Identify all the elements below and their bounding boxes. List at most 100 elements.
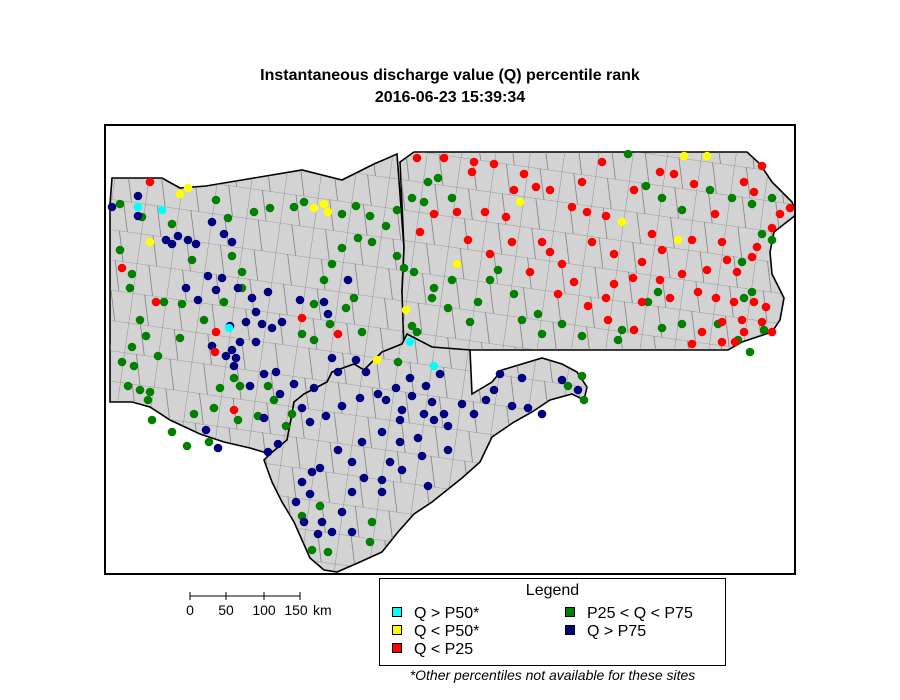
site-p25-to-p75	[233, 415, 243, 425]
site-q-below-p25	[489, 159, 499, 169]
site-q-below-p25	[732, 267, 742, 277]
site-q-above-p75	[495, 369, 505, 379]
site-p25-to-p75	[315, 501, 325, 511]
site-p25-to-p75	[392, 251, 402, 261]
site-q-below-p50	[319, 199, 329, 209]
site-q-above-p75	[377, 475, 387, 485]
site-q-below-p25	[697, 327, 707, 337]
site-q-below-p50	[372, 355, 382, 365]
site-q-below-p25	[749, 297, 759, 307]
site-q-below-p25	[229, 405, 239, 415]
site-q-below-p25	[739, 327, 749, 337]
site-q-above-p75	[305, 489, 315, 499]
site-q-above-p75	[419, 409, 429, 419]
site-q-above-p50	[133, 202, 143, 212]
site-q-above-p75	[245, 381, 255, 391]
site-p25-to-p75	[617, 325, 627, 335]
site-p25-to-p75	[319, 275, 329, 285]
site-p25-to-p75	[237, 267, 247, 277]
site-q-below-p25	[629, 185, 639, 195]
site-p25-to-p75	[705, 185, 715, 195]
site-q-above-p75	[241, 317, 251, 327]
site-q-below-p25	[637, 257, 647, 267]
site-q-above-p75	[247, 293, 257, 303]
site-q-below-p25	[525, 267, 535, 277]
site-q-above-p75	[277, 317, 287, 327]
site-p25-to-p75	[517, 315, 527, 325]
site-q-below-p25	[469, 157, 479, 167]
site-p25-to-p75	[677, 319, 687, 329]
site-q-below-p25	[717, 237, 727, 247]
site-p25-to-p75	[309, 335, 319, 345]
site-q-below-p25	[609, 279, 619, 289]
site-p25-to-p75	[349, 293, 359, 303]
site-q-above-p75	[323, 309, 333, 319]
site-q-below-p25	[693, 287, 703, 297]
site-q-below-p25	[333, 329, 343, 339]
legend-label: P25 < Q < P75	[587, 605, 693, 622]
site-p25-to-p75	[757, 229, 767, 239]
site-p25-to-p75	[115, 199, 125, 209]
site-q-below-p25	[730, 337, 740, 347]
site-q-above-p75	[355, 393, 365, 403]
site-q-above-p75	[397, 465, 407, 475]
site-q-below-p25	[601, 211, 611, 221]
legend-item-q-above-p50: Q > P50*	[392, 605, 479, 623]
map-frame	[104, 124, 796, 575]
site-p25-to-p75	[235, 381, 245, 391]
site-p25-to-p75	[427, 293, 437, 303]
site-q-above-p75	[435, 369, 445, 379]
site-p25-to-p75	[537, 329, 547, 339]
site-q-below-p25	[151, 297, 161, 307]
site-p25-to-p75	[473, 297, 483, 307]
legend-item-q-below-p50: Q < P50*	[392, 623, 479, 641]
site-q-above-p75	[319, 297, 329, 307]
site-q-above-p75	[133, 191, 143, 201]
site-p25-to-p75	[127, 342, 137, 352]
site-q-below-p25	[767, 223, 777, 233]
site-p25-to-p75	[577, 371, 587, 381]
site-p25-to-p75	[117, 357, 127, 367]
site-q-below-p25	[297, 313, 307, 323]
site-p25-to-p75	[745, 347, 755, 357]
site-q-below-p25	[761, 302, 771, 312]
site-q-below-p25	[480, 207, 490, 217]
site-q-above-p75	[297, 477, 307, 487]
site-q-above-p75	[227, 345, 237, 355]
site-q-below-p25	[117, 263, 127, 273]
site-q-below-p25	[739, 177, 749, 187]
legend-item-p25-p75: P25 < Q < P75	[565, 605, 693, 623]
site-q-below-p50	[452, 259, 462, 269]
site-p25-to-p75	[229, 373, 239, 383]
site-q-below-p25	[412, 153, 422, 163]
site-q-above-p75	[309, 383, 319, 393]
site-p25-to-p75	[167, 427, 177, 437]
site-q-below-p25	[655, 167, 665, 177]
legend-title: Legend	[525, 582, 580, 599]
site-p25-to-p75	[509, 289, 519, 299]
site-p25-to-p75	[337, 209, 347, 219]
site-q-above-p75	[359, 473, 369, 483]
site-q-below-p50	[183, 183, 193, 193]
site-p25-to-p75	[557, 319, 567, 329]
site-q-above-p50	[405, 337, 415, 347]
site-p25-to-p75	[429, 283, 439, 293]
site-p25-to-p75	[167, 219, 177, 229]
site-q-above-p75	[233, 283, 243, 293]
site-q-above-p75	[291, 497, 301, 507]
site-p25-to-p75	[423, 177, 433, 187]
site-q-below-p25	[467, 167, 477, 177]
site-q-below-p25	[569, 277, 579, 287]
site-q-above-p75	[263, 447, 273, 457]
site-p25-to-p75	[485, 275, 495, 285]
legend-swatch	[392, 642, 402, 653]
site-q-below-p50	[175, 189, 185, 199]
site-q-above-p75	[443, 445, 453, 455]
site-p25-to-p75	[563, 381, 573, 391]
scale-tick-0: 0	[186, 602, 194, 618]
site-q-above-p75	[305, 417, 315, 427]
site-q-above-p75	[217, 273, 227, 283]
site-q-above-p75	[347, 527, 357, 537]
legend-footnote: *Other percentiles not available for the…	[409, 667, 696, 683]
site-q-above-p75	[251, 307, 261, 317]
